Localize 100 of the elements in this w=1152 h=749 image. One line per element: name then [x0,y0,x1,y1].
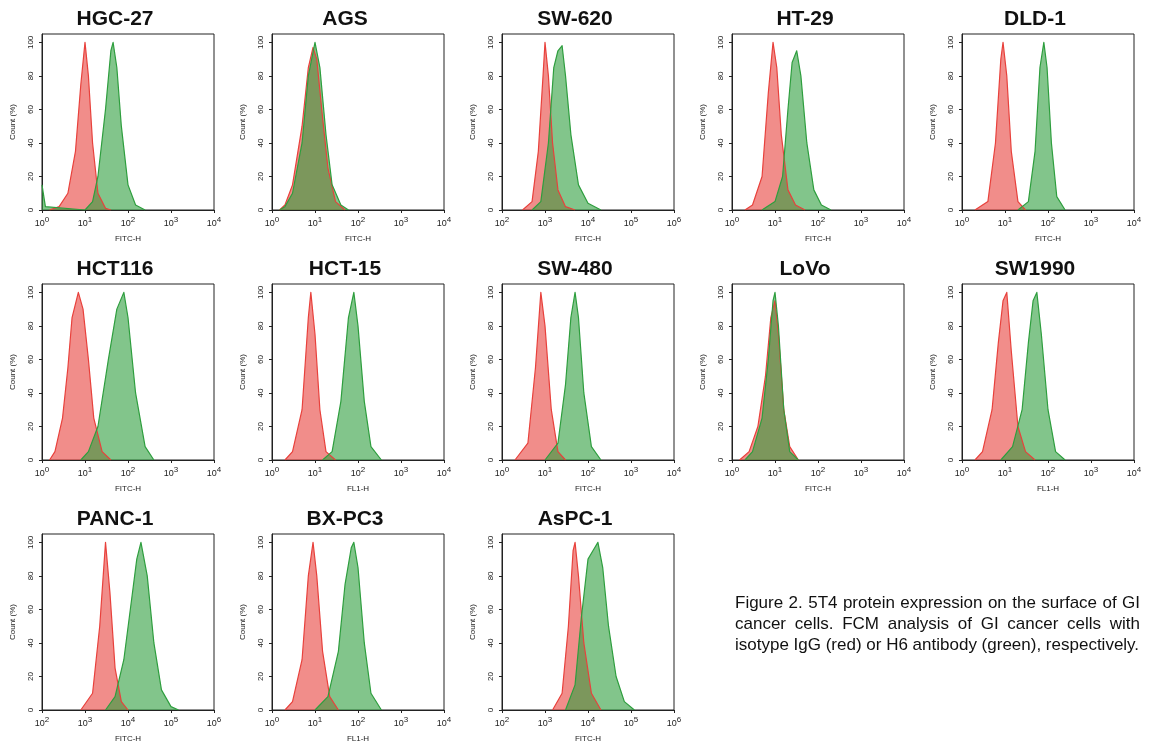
chart-title: SW-480 [537,256,613,279]
y-tick-label: 20 [25,171,35,181]
x-axis-title: FL1-H [346,734,370,744]
y-tick-label: 60 [255,604,265,614]
y-tick-label: 80 [945,320,955,331]
y-tick-label: 20 [485,171,495,181]
y-tick-label: 80 [715,320,725,331]
chart-title: HCT-15 [308,256,382,279]
y-tick-label: 40 [945,387,955,398]
y-axis-title: Count (%) [467,353,477,391]
y-tick-label: 100 [25,535,35,550]
y-tick-label: 60 [25,604,35,614]
x-axis-title: FITC-H [804,484,832,494]
y-tick-label: 40 [255,387,265,398]
y-tick-label: 40 [255,637,265,648]
y-tick-label: 0 [945,457,955,463]
y-axis-title: Count (%) [467,103,477,141]
y-tick-label: 80 [255,320,265,331]
chart-title: HT-29 [776,6,834,29]
y-tick-label: 100 [945,35,955,50]
y-tick-label: 60 [485,604,495,614]
y-tick-label: 20 [715,421,725,431]
y-tick-label: 0 [25,457,35,463]
y-tick-label: 100 [485,285,495,300]
y-axis-title: Count (%) [927,353,937,391]
y-axis-title: Count (%) [927,103,937,141]
y-tick-label: 60 [715,104,725,114]
y-tick-label: 60 [715,354,725,364]
y-tick-label: 20 [945,421,955,431]
y-tick-label: 80 [485,570,495,581]
y-axis-title: Count (%) [237,603,247,641]
y-tick-label: 40 [945,137,955,148]
caption: Figure 2. 5T4 protein expression on the surface of GI cancer cells. FCM analysis of GI cancer cells with isotype IgG (red) or H6 antibody (green), respectively. [735,592,1140,655]
x-axis-title: FITC-H [114,484,142,494]
y-tick-label: 60 [255,354,265,364]
x-axis-title: FITC-H [114,734,142,744]
y-tick-label: 100 [485,535,495,550]
y-tick-label: 20 [945,171,955,181]
y-tick-label: 0 [715,207,725,213]
x-axis-title: FITC-H [114,234,142,244]
y-tick-label: 100 [255,35,265,50]
y-tick-label: 100 [255,285,265,300]
y-tick-label: 40 [25,637,35,648]
x-axis-title: FITC-H [1034,234,1062,244]
y-tick-label: 20 [25,421,35,431]
y-tick-label: 80 [485,320,495,331]
y-tick-label: 60 [25,104,35,114]
chart-title: HCT116 [76,256,154,279]
y-tick-label: 0 [255,207,265,213]
chart-title: BX-PC3 [306,506,384,529]
y-tick-label: 0 [255,707,265,713]
chart-title: PANC-1 [76,506,154,529]
chart-title: HGC-27 [76,6,154,29]
y-tick-label: 40 [25,137,35,148]
y-tick-label: 0 [25,707,35,713]
y-tick-label: 100 [715,35,725,50]
y-tick-label: 100 [255,535,265,550]
y-tick-label: 0 [485,707,495,713]
y-tick-label: 80 [485,70,495,81]
y-tick-label: 0 [25,207,35,213]
x-axis-title: FITC-H [574,484,602,494]
y-tick-label: 100 [945,285,955,300]
x-axis-title: FITC-H [804,234,832,244]
y-tick-label: 0 [255,457,265,463]
y-tick-label: 60 [25,354,35,364]
x-axis-title: FITC-H [574,734,602,744]
y-tick-label: 20 [485,671,495,681]
y-tick-label: 80 [25,70,35,81]
y-tick-label: 40 [485,637,495,648]
y-tick-label: 20 [255,171,265,181]
y-tick-label: 0 [485,457,495,463]
y-tick-label: 40 [25,387,35,398]
y-axis-title: Count (%) [237,103,247,141]
y-tick-label: 80 [25,570,35,581]
y-tick-label: 80 [255,70,265,81]
chart-title: LoVo [779,256,831,279]
y-tick-label: 40 [715,387,725,398]
chart-title: DLD-1 [1004,6,1067,29]
y-tick-label: 40 [255,137,265,148]
y-tick-label: 20 [715,171,725,181]
y-axis-title: Count (%) [7,103,17,141]
x-axis-title: FITC-H [574,234,602,244]
y-tick-label: 100 [485,35,495,50]
y-tick-label: 0 [945,207,955,213]
y-tick-label: 60 [945,104,955,114]
y-tick-label: 80 [25,320,35,331]
y-tick-label: 20 [255,671,265,681]
y-tick-label: 100 [25,35,35,50]
y-axis-title: Count (%) [697,353,707,391]
x-axis-title: FL1-H [346,484,370,494]
x-axis-title: FITC-H [344,234,372,244]
y-tick-label: 80 [715,70,725,81]
y-tick-label: 0 [485,207,495,213]
x-axis-title: FL1-H [1036,484,1060,494]
y-tick-label: 40 [715,137,725,148]
y-tick-label: 20 [25,671,35,681]
y-tick-label: 0 [715,457,725,463]
y-tick-label: 60 [945,354,955,364]
chart-title: AGS [322,6,368,29]
y-tick-label: 100 [25,285,35,300]
